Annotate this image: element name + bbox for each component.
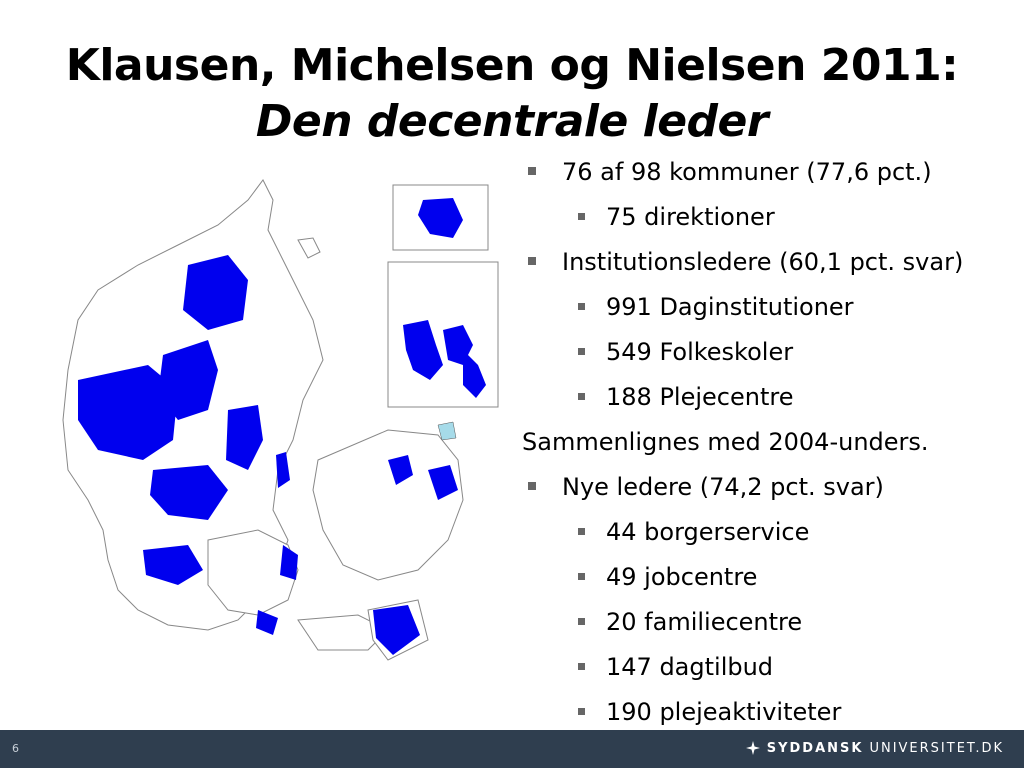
highlight-zealand-1 [388,455,413,485]
bullet-text: 190 plejeaktiviteter [606,698,842,726]
bullet-marker-icon [578,528,585,535]
highlight-central-3 [150,465,228,520]
bullet-text: 49 jobcentre [606,563,758,591]
bullet-marker-icon [578,393,585,400]
bullet-item: 49 jobcentre [522,555,1017,600]
slide-title: Klausen, Michelsen og Nielsen 2011: Den … [0,38,1024,150]
funen-outline [207,529,299,616]
title-line-1: Klausen, Michelsen og Nielsen 2011: [65,40,959,91]
page-number: 6 [12,742,19,755]
bullet-item: Sammenlignes med 2004-unders. [522,420,1017,465]
bullet-text: 75 direktioner [606,203,775,231]
bullet-item: 549 Folkeskoler [522,330,1017,375]
bullet-item: 188 Plejecentre [522,375,1017,420]
highlight-east-1 [276,452,290,488]
bullet-marker-icon [528,257,536,265]
bullet-item: 75 direktioner [522,195,1017,240]
denmark-municipality-map [62,179,499,661]
highlight-central-1 [158,340,218,420]
highlight-funen-1 [280,545,298,580]
bullet-marker-icon [528,167,536,175]
bullet-marker-icon [578,573,585,580]
samsoe-outline [297,237,321,259]
bullet-marker-icon [578,213,585,220]
bullet-list: 76 af 98 kommuner (77,6 pct.) 75 direktio… [522,150,1017,735]
copenhagen-highlight-1 [403,320,443,380]
bullet-marker-icon [578,618,585,625]
highlight-north-1 [183,255,248,330]
bornholm-highlight [418,198,463,238]
bullet-item: 44 borgerservice [522,510,1017,555]
bullet-text: Nye ledere (74,2 pct. svar) [562,473,884,501]
footer-bar: 6 SYDDANSK UNIVERSITET.DK [0,730,1024,768]
bullet-item: 991 Daginstitutioner [522,285,1017,330]
sdu-star-icon [745,741,760,755]
bullet-marker-icon [578,708,585,715]
bullet-text: Institutionsledere (60,1 pct. svar) [562,248,964,276]
bullet-text: 549 Folkeskoler [606,338,794,366]
highlight-hoersholm [437,421,457,441]
bullet-text: 20 familiecentre [606,608,803,636]
bullet-text: 76 af 98 kommuner (77,6 pct.) [562,158,932,186]
bullet-item: 20 familiecentre [522,600,1017,645]
bullet-marker-icon [528,482,536,490]
bullet-text: 147 dagtilbud [606,653,774,681]
bullet-item: Institutionsledere (60,1 pct. svar) [522,240,1017,285]
sdu-logo: SYDDANSK UNIVERSITET.DK [745,740,1004,756]
highlight-central-2 [226,405,263,470]
bullet-item: 76 af 98 kommuner (77,6 pct.) [522,150,1017,195]
logo-text-bold: SYDDANSK [766,740,864,756]
bullet-text: Sammenlignes med 2004-unders. [522,428,929,456]
highlight-zealand-2 [428,465,458,500]
logo-text-thin: UNIVERSITET.DK [869,740,1004,756]
copenhagen-highlight-3 [463,350,486,398]
zealand-outline [312,429,464,581]
bullet-marker-icon [578,348,585,355]
bullet-item: 147 dagtilbud [522,645,1017,690]
bullet-text: 991 Daginstitutioner [606,293,854,321]
highlight-west-1 [78,365,178,460]
bullet-marker-icon [578,663,585,670]
title-line-2: Den decentrale leder [255,96,769,147]
bullet-text: 188 Plejecentre [606,383,794,411]
bullet-marker-icon [578,303,585,310]
bullet-item: 190 plejeaktiviteter [522,690,1017,735]
highlight-falster-1 [373,605,420,655]
bullet-item: Nye ledere (74,2 pct. svar) [522,465,1017,510]
highlight-lolland-1 [256,610,278,635]
highlight-south-1 [143,545,203,585]
bullet-text: 44 borgerservice [606,518,810,546]
